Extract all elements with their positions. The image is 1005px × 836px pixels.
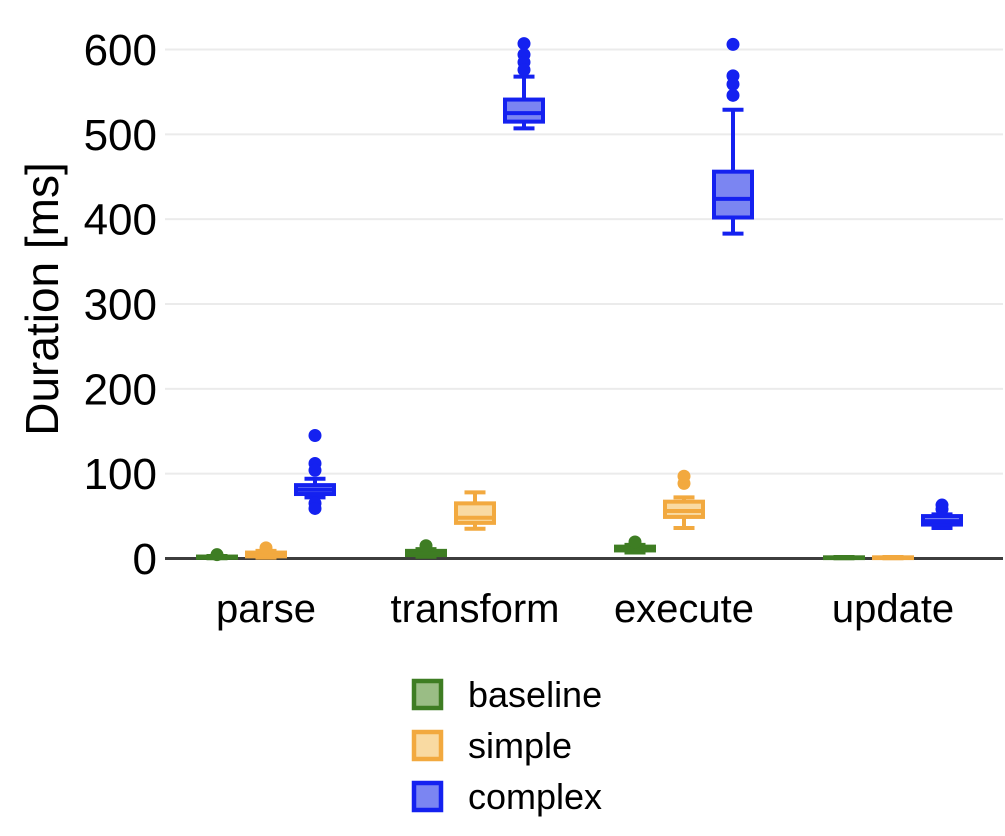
x-tick-labels: parse transform execute update <box>216 587 954 631</box>
x-tick-label-parse: parse <box>216 587 316 631</box>
box-execute-baseline <box>614 535 656 555</box>
legend-row-baseline: baseline <box>411 674 602 715</box>
box-parse-simple <box>245 541 287 560</box>
legend: baseline simple complex <box>411 674 602 817</box>
legend-row-simple: simple <box>411 725 572 766</box>
outlier-dot <box>517 37 531 51</box>
box-update-complex <box>921 498 963 530</box>
legend-swatch-simple <box>411 729 444 762</box>
y-tick-label-500: 500 <box>84 111 157 160</box>
box-transform-baseline <box>405 539 447 559</box>
legend-swatch-baseline <box>411 678 444 711</box>
box-parse-baseline <box>196 548 238 562</box>
legend-label-complex: complex <box>468 776 602 817</box>
x-tick-label-transform: transform <box>391 587 560 631</box>
legend-label-simple: simple <box>468 725 572 766</box>
y-tick-label-400: 400 <box>84 196 157 245</box>
y-axis-title: Duration [ms] <box>16 162 68 436</box>
outlier-dot <box>210 548 224 562</box>
outlier-dot <box>517 63 531 77</box>
outlier-dot <box>308 463 322 477</box>
gridlines <box>165 48 1003 475</box>
box-transform-simple <box>454 490 496 531</box>
box-rect <box>503 97 545 124</box>
outlier-dot <box>726 77 740 91</box>
outlier-dot <box>308 501 322 515</box>
y-tick-label-600: 600 <box>84 26 157 75</box>
outlier-dot <box>628 535 642 549</box>
y-tick-labels: 0 100 200 300 400 500 600 <box>84 26 157 584</box>
box-rect <box>712 169 754 220</box>
outlier-dot <box>419 539 433 553</box>
box-execute-complex <box>712 37 754 236</box>
y-tick-label-0: 0 <box>133 535 157 584</box>
outlier-dot <box>259 541 273 555</box>
box-rect <box>454 501 496 525</box>
box-update-simple <box>872 555 914 561</box>
box-parse-complex <box>294 428 336 515</box>
outlier-dot <box>308 428 322 442</box>
box-update-baseline <box>823 555 865 561</box>
box-transform-complex <box>503 37 545 131</box>
outlier-dot <box>935 498 949 512</box>
legend-label-baseline: baseline <box>468 674 602 715</box>
outlier-dot <box>677 469 691 483</box>
y-tick-label-300: 300 <box>84 281 157 330</box>
y-tick-label-100: 100 <box>84 450 157 499</box>
box-execute-simple <box>663 469 705 530</box>
boxes <box>196 37 963 562</box>
x-tick-label-execute: execute <box>614 587 754 631</box>
outlier-dot <box>726 37 740 51</box>
y-tick-label-200: 200 <box>84 365 157 414</box>
outlier-dot <box>726 88 740 102</box>
legend-swatch-complex <box>411 780 444 813</box>
legend-row-complex: complex <box>411 776 602 817</box>
x-tick-label-update: update <box>832 587 954 631</box>
